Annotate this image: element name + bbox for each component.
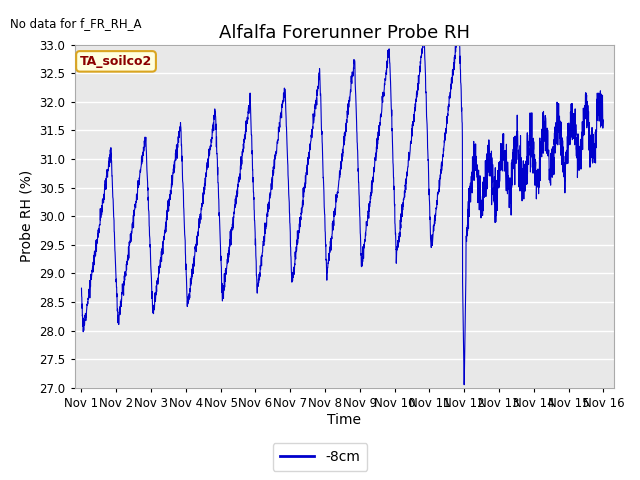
Y-axis label: Probe RH (%): Probe RH (%) xyxy=(20,170,34,262)
Text: No data for f_FR_RH_A: No data for f_FR_RH_A xyxy=(10,17,141,30)
Title: Alfalfa Forerunner Probe RH: Alfalfa Forerunner Probe RH xyxy=(219,24,470,42)
Legend: -8cm: -8cm xyxy=(273,443,367,471)
Text: TA_soilco2: TA_soilco2 xyxy=(80,55,152,68)
X-axis label: Time: Time xyxy=(327,413,361,427)
